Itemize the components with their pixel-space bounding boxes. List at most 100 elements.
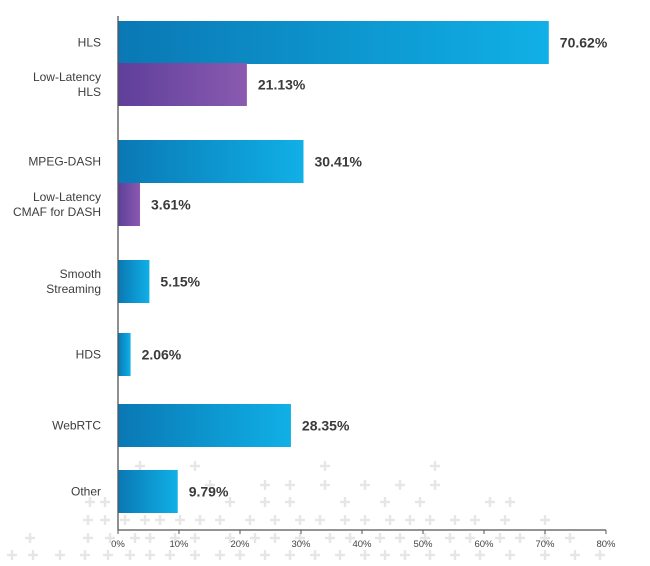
bar: [118, 63, 247, 106]
plus-mark: [85, 497, 95, 507]
plus-mark: [165, 550, 175, 560]
plus-mark: [565, 533, 575, 543]
plus-mark: [540, 515, 550, 525]
plus-mark: [83, 515, 93, 525]
plus-mark: [250, 533, 260, 543]
plus-mark: [130, 533, 140, 543]
plus-mark: [400, 550, 410, 560]
plus-mark: [225, 533, 235, 543]
bar: [118, 470, 178, 513]
plus-mark: [450, 550, 460, 560]
x-tick-label: 0%: [111, 539, 125, 550]
plus-mark: [55, 550, 65, 560]
plus-mark: [465, 533, 475, 543]
bars: [118, 21, 549, 513]
plus-mark: [385, 515, 395, 525]
bar: [118, 140, 304, 183]
plus-mark: [83, 533, 93, 543]
plus-mark: [475, 550, 485, 560]
plus-mark: [360, 550, 370, 560]
plus-mark: [420, 533, 430, 543]
plus-mark: [320, 480, 330, 490]
x-tick-label: 20%: [230, 539, 250, 550]
plus-mark: [340, 497, 350, 507]
category-labels: HLSLow-LatencyHLSMPEG-DASHLow-LatencyCMA…: [13, 36, 101, 499]
category-label: HDS: [76, 348, 101, 362]
plus-mark: [395, 533, 405, 543]
plus-mark: [570, 550, 580, 560]
plus-mark: [395, 480, 405, 490]
plus-mark: [135, 461, 145, 471]
plus-mark: [245, 515, 255, 525]
x-tick-label: 10%: [169, 539, 189, 550]
bar: [118, 404, 291, 447]
plus-mark: [450, 515, 460, 525]
plus-mark: [425, 515, 435, 525]
value-label: 5.15%: [160, 274, 200, 290]
plus-mark: [145, 533, 155, 543]
category-label: Streaming: [46, 282, 101, 296]
plus-mark: [285, 550, 295, 560]
plus-mark: [315, 515, 325, 525]
plus-mark: [375, 533, 385, 543]
plus-mark: [285, 480, 295, 490]
plus-mark: [105, 533, 115, 543]
plus-mark: [140, 515, 150, 525]
plus-mark: [260, 550, 270, 560]
plus-mark: [495, 533, 505, 543]
plus-mark: [260, 480, 270, 490]
plus-mark: [445, 533, 455, 543]
plus-mark: [100, 515, 110, 525]
plus-mark: [320, 461, 330, 471]
plus-mark: [380, 550, 390, 560]
plus-mark: [80, 550, 90, 560]
axes: 0% 10% 20% 30% 40% 50% 60% 70% 80%: [111, 16, 616, 550]
category-label: MPEG-DASH: [28, 155, 101, 169]
plus-mark: [425, 550, 435, 560]
plus-mark: [470, 515, 480, 525]
plus-mark: [505, 550, 515, 560]
value-label: 21.13%: [258, 77, 306, 93]
plus-mark: [175, 515, 185, 525]
value-label: 9.79%: [189, 484, 229, 500]
category-label: CMAF for DASH: [13, 205, 101, 219]
value-label: 2.06%: [142, 347, 182, 363]
plus-mark: [225, 497, 235, 507]
plus-mark: [170, 533, 180, 543]
bar: [118, 260, 150, 303]
plus-mark: [595, 550, 605, 560]
bar: [118, 333, 131, 376]
x-tick-label: 30%: [291, 539, 311, 550]
x-tick-label: 80%: [596, 539, 616, 550]
plus-mark: [155, 515, 165, 525]
plus-mark: [430, 461, 440, 471]
x-tick-label: 70%: [535, 539, 555, 550]
plus-mark: [195, 515, 205, 525]
value-label: 3.61%: [151, 197, 191, 213]
plus-mark: [295, 515, 305, 525]
plus-mark: [335, 550, 345, 560]
plus-mark: [100, 497, 110, 507]
plus-mark: [360, 480, 370, 490]
x-tick-label: 40%: [352, 539, 372, 550]
value-label: 70.62%: [560, 35, 608, 51]
category-label: HLS: [78, 85, 101, 99]
value-label: 30.41%: [315, 154, 363, 170]
bar: [118, 183, 141, 226]
plus-mark: [345, 533, 355, 543]
plus-mark: [270, 515, 280, 525]
plus-mark: [485, 497, 495, 507]
category-label: WebRTC: [52, 419, 101, 433]
plus-mark: [103, 550, 113, 560]
plus-mark: [515, 533, 525, 543]
x-tick-label: 60%: [474, 539, 494, 550]
plus-mark: [540, 533, 550, 543]
plus-mark: [430, 480, 440, 490]
plus-mark: [325, 533, 335, 543]
plus-mark: [190, 550, 200, 560]
plus-mark: [505, 497, 515, 507]
category-label: Smooth: [60, 267, 101, 281]
value-labels: 70.62% 21.13% 30.41% 3.61% 5.15% 2.06% 28.35% 9…: [142, 35, 608, 500]
plus-mark: [340, 515, 350, 525]
